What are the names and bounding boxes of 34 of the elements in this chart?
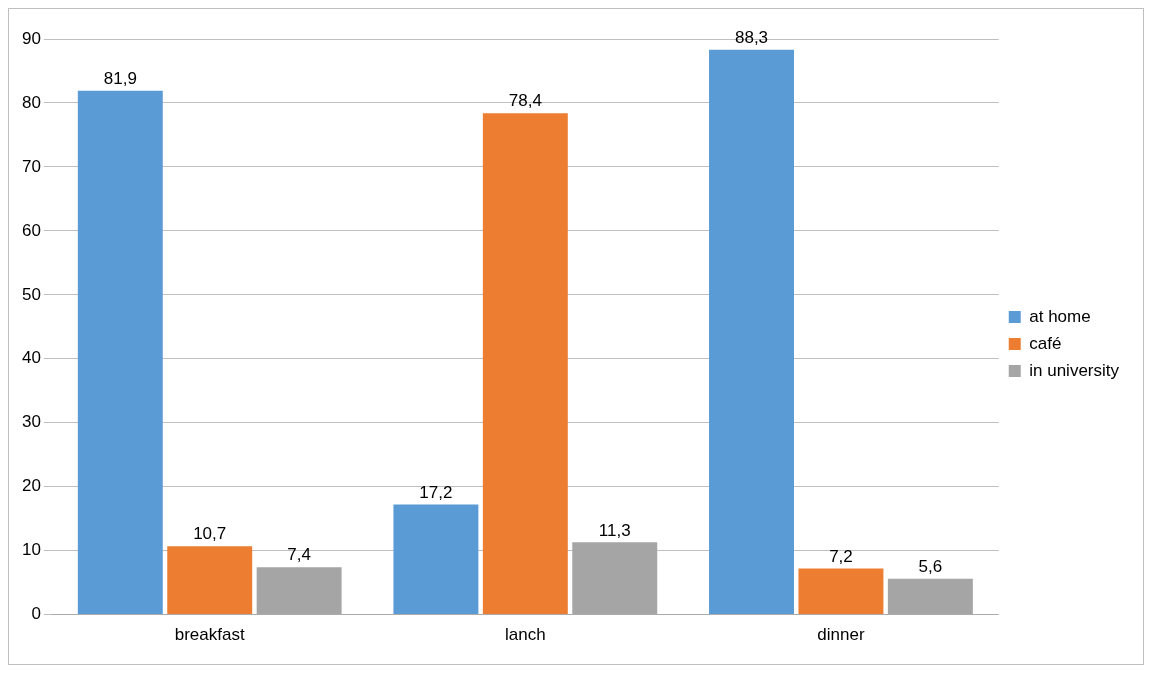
y-tick-label: 10	[21, 540, 41, 560]
bar	[572, 542, 658, 615]
x-tick-label: lanch	[505, 625, 546, 645]
bar	[167, 546, 253, 615]
legend-label: at home	[1029, 306, 1091, 326]
legend-label: in university	[1029, 360, 1120, 380]
y-tick-label: 20	[21, 476, 41, 496]
y-tick-label: 40	[21, 348, 41, 368]
bar	[887, 578, 973, 615]
data-label: 7,2	[829, 546, 853, 566]
y-tick-label: 70	[21, 156, 41, 176]
legend-label: café	[1029, 333, 1062, 353]
y-tick-label: 60	[21, 220, 41, 240]
bar	[256, 567, 342, 615]
data-label: 10,7	[193, 524, 227, 544]
y-tick-label: 0	[31, 604, 41, 624]
y-tick-label: 90	[21, 28, 41, 48]
data-label: 88,3	[734, 28, 769, 48]
bar	[393, 504, 479, 615]
bar	[77, 90, 163, 615]
bar	[709, 49, 794, 615]
data-label: 17,2	[419, 482, 453, 502]
bar	[798, 568, 884, 615]
y-tick-label: 80	[21, 92, 41, 112]
x-tick-label: dinner	[817, 625, 865, 645]
data-label: 78,4	[508, 91, 542, 111]
bar	[482, 113, 568, 615]
data-label: 11,3	[598, 520, 631, 540]
y-tick-label: 50	[21, 284, 41, 304]
y-tick-label: 30	[21, 412, 41, 432]
data-label: 7,4	[287, 545, 311, 565]
data-label: 81,9	[103, 68, 137, 88]
x-tick-label: breakfast	[174, 625, 245, 645]
data-label: 5,6	[918, 556, 943, 576]
